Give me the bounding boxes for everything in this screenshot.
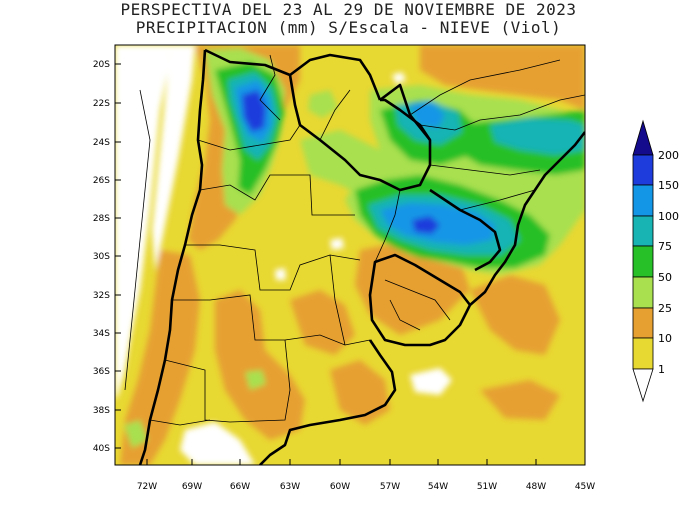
province-line-5 <box>164 339 291 423</box>
lon-label: 51W <box>477 482 497 492</box>
border-bolivia <box>204 48 382 101</box>
legend-label: 150 <box>658 179 679 192</box>
dry-patch-1 <box>392 72 406 84</box>
lat-label: 30S <box>93 252 110 262</box>
lon-label: 48W <box>526 482 546 492</box>
lat-label: 40S <box>93 444 110 454</box>
province-line-8 <box>374 189 401 263</box>
province-line-10 <box>429 164 541 176</box>
legend-swatch-lt1 <box>632 368 654 403</box>
lon-label: 69W <box>182 482 202 492</box>
lon-label: 57W <box>380 482 400 492</box>
precip-100-150-paraguay <box>410 102 445 128</box>
dry-area-atacama <box>152 45 195 270</box>
province-line-17 <box>319 89 351 141</box>
legend-swatch-50-75 <box>632 245 654 278</box>
lat-label: 36S <box>93 367 110 377</box>
border-argentina-brazil <box>429 188 502 272</box>
precip-10-25-south-atlantic <box>480 380 560 420</box>
lon-label: 72W <box>137 482 157 492</box>
coast-brazil <box>469 131 585 306</box>
province-line-13 <box>384 279 451 321</box>
legend-swatch-gt200 <box>632 119 654 156</box>
province-line-1 <box>197 124 301 151</box>
legend-swatch-75-100 <box>632 215 654 247</box>
province-line-11 <box>459 189 536 211</box>
map-frame <box>114 44 586 466</box>
legend-swatch-150-200 <box>632 154 654 186</box>
map-title-line1: PERSPECTIVA DEL 23 AL 29 DE NOVIEMBRE DE… <box>120 0 577 19</box>
legend-label: 50 <box>658 271 672 284</box>
precip-10-25-brazil-north <box>420 45 585 110</box>
dry-patch-5 <box>180 422 255 465</box>
lat-label: 34S <box>93 329 110 339</box>
legend-swatch-25-50 <box>632 276 654 309</box>
legend-swatch-1-10 <box>632 337 654 370</box>
precip-150-200-mesopotamia <box>412 216 440 234</box>
precip-25-50-small-2 <box>245 370 266 390</box>
province-line-6 <box>149 419 211 426</box>
coast-argentina <box>259 339 397 465</box>
province-line-15 <box>124 89 151 391</box>
lat-label: 32S <box>93 291 110 301</box>
legend-swatch-10-25 <box>632 307 654 339</box>
border-uruguay <box>368 253 472 347</box>
province-line-9 <box>419 94 585 131</box>
border-paraguay-brazil <box>379 83 432 141</box>
lon-label: 63W <box>280 482 300 492</box>
lat-label: 38S <box>93 406 110 416</box>
lat-label: 24S <box>93 138 110 148</box>
precip-10-25-ocean <box>470 275 560 355</box>
precip-10-25-andes-south <box>120 250 200 465</box>
province-line-7 <box>329 254 346 346</box>
province-line-12 <box>409 59 561 116</box>
lat-axis: 20S 22S 24S 26S 28S 30S 32S 34S 36S 38S … <box>93 60 121 454</box>
precip-25-50-patagonia <box>124 420 148 448</box>
precip-10-25-pampa <box>290 290 355 355</box>
lat-label: 20S <box>93 60 110 70</box>
legend-label: 1 <box>658 363 665 376</box>
province-line-3 <box>185 244 361 291</box>
lat-label: 28S <box>93 214 110 224</box>
province-line-4 <box>172 294 371 346</box>
legend-label: 100 <box>658 210 679 223</box>
legend-label: 10 <box>658 332 672 345</box>
precip-10-25-mesopotamia <box>355 240 470 335</box>
precip-75-100-brazil <box>490 118 585 155</box>
lon-label: 45W <box>575 482 595 492</box>
lon-axis: 72W 69W 66W 63W 60W 57W 54W 51W 48W 45W <box>137 459 595 492</box>
dry-patch-3 <box>275 268 286 280</box>
dry-area-pacific <box>115 45 170 400</box>
border-chile-argentina <box>138 49 207 465</box>
legend-label: 25 <box>658 302 672 315</box>
province-line-16 <box>259 54 281 121</box>
precip-25-50-small-1 <box>308 90 338 118</box>
province-line-2 <box>199 174 355 216</box>
legend-label: 200 <box>658 149 679 162</box>
legend-labels: 200 150 100 75 50 25 10 1 <box>658 149 679 376</box>
dry-patch-2 <box>330 238 344 250</box>
legend-swatch-100-150 <box>632 184 654 217</box>
province-line-14 <box>389 299 421 331</box>
color-legend <box>632 119 654 403</box>
lon-label: 54W <box>428 482 448 492</box>
precip-10-25-center <box>215 290 305 440</box>
dry-patch-4 <box>410 368 452 395</box>
lat-label: 22S <box>93 99 110 109</box>
lon-label: 66W <box>230 482 250 492</box>
map-title-line2: PRECIPITACION (mm) S/Escala - NIEVE (Vio… <box>135 18 562 37</box>
lat-label: 26S <box>93 176 110 186</box>
lon-label: 60W <box>330 482 350 492</box>
legend-label: 75 <box>658 240 672 253</box>
